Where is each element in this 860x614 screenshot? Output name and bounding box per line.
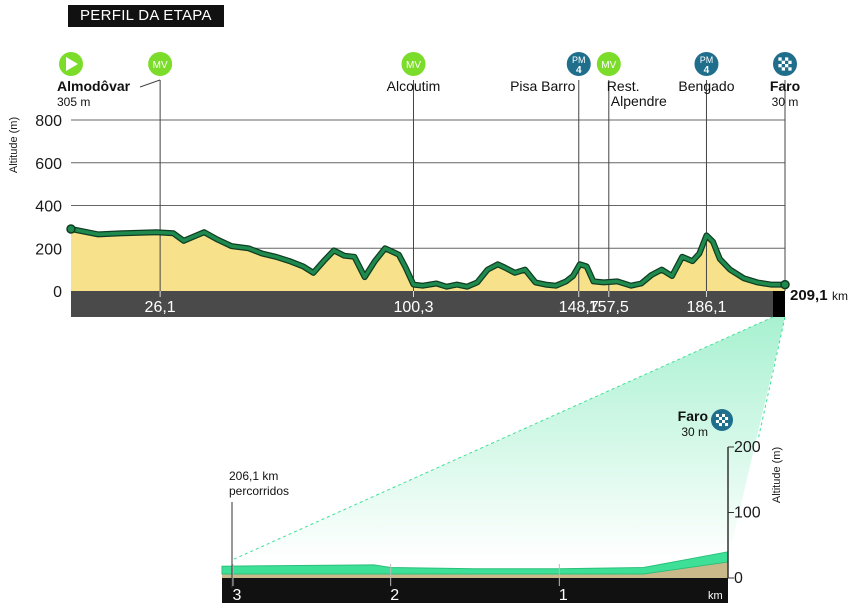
y-tick-label: 600 — [35, 156, 62, 173]
waypoint-name: Alpendre — [611, 93, 667, 109]
final-km-block — [773, 291, 785, 317]
waypoint-name: Almodôvar — [57, 78, 131, 94]
waypoint-name: Bengado — [678, 78, 734, 94]
zoom-y-axis-label: Altitude (m) — [771, 447, 783, 503]
y-tick-label: 400 — [35, 199, 62, 216]
zoom-note-line1: 206,1 km — [229, 469, 278, 483]
km-axis-band — [71, 291, 785, 317]
sprint-badge-label: MV — [406, 60, 421, 71]
x-tick-label: 157,5 — [589, 299, 629, 316]
kom-badge-category: 4 — [576, 65, 582, 76]
finish-flag-square — [778, 57, 782, 61]
finish-flag-square — [785, 64, 789, 68]
zoom-y-tick-label: 0 — [734, 570, 743, 587]
finish-flag-square — [788, 67, 792, 71]
sprint-badge-label: MV — [601, 60, 616, 71]
waypoint-name: Rest. — [607, 78, 640, 94]
zoom-y-tick-label: 200 — [734, 439, 761, 456]
sprint-badge — [148, 52, 173, 76]
zoom-wedge-edge — [231, 316, 774, 561]
zoom-km-unit: km — [708, 590, 723, 602]
finish-flag-square — [722, 413, 726, 417]
finish-flag-square — [715, 413, 719, 417]
waypoint-name: Alcoutim — [387, 78, 441, 94]
waypoint-altitude: 30 m — [772, 95, 799, 109]
kom-badge — [566, 52, 591, 76]
y-tick-label: 200 — [35, 241, 62, 258]
y-axis-label: Altitude (m) — [8, 117, 20, 173]
y-tick-label: 800 — [35, 113, 62, 130]
page-title: PERFIL DA ETAPA — [68, 5, 224, 27]
finish-flag-square — [781, 67, 785, 71]
profile-line — [70, 227, 785, 289]
finish-flag-square — [718, 423, 722, 427]
finish-flag-square — [781, 60, 785, 64]
sprint-badge-label: MV — [153, 60, 168, 71]
kom-badge-label: PM — [700, 55, 714, 65]
waypoint-name: Faro — [770, 78, 800, 94]
finish-flag-square — [722, 420, 726, 424]
zoom-x-tick-label: 1 — [559, 587, 568, 604]
kom-badge — [694, 52, 719, 76]
waypoint-altitude: 305 m — [57, 95, 90, 109]
sprint-badge — [401, 52, 426, 76]
start-leader-line — [139, 79, 161, 88]
finish-point — [780, 279, 790, 290]
x-tick-label: 186,1 — [686, 299, 726, 316]
kom-badge-label: PM — [572, 55, 586, 65]
finish-flag-square — [725, 416, 729, 420]
finish-flag-square — [785, 57, 789, 61]
x-tick-label: 100,3 — [393, 299, 433, 316]
zoom-note-line2: percorridos — [229, 484, 289, 498]
x-tick-label: 26,1 — [145, 299, 176, 316]
zoom-x-tick-label: 3 — [233, 587, 242, 604]
sprint-badge — [596, 52, 621, 76]
finish-flag-square — [788, 60, 792, 64]
finish-flag-square — [725, 423, 729, 427]
waypoint-name: Pisa Barro — [510, 78, 576, 94]
x-tick-label: 148,7 — [559, 299, 599, 316]
total-distance: 209,1 — [790, 287, 828, 304]
zoom-finish-name: Faro — [678, 408, 708, 424]
y-tick-label: 0 — [53, 284, 62, 301]
finish-flag-square — [718, 416, 722, 420]
start-point — [66, 224, 76, 234]
zoom-y-tick-label: 100 — [734, 505, 761, 522]
start-flag-arrow — [66, 57, 78, 71]
zoom-wedge-edge — [757, 316, 786, 441]
finish-flag-square — [715, 420, 719, 424]
zoom-finish-altitude: 30 m — [681, 425, 708, 439]
zoom-wedge — [232, 317, 785, 560]
zoom-x-tick-label: 2 — [390, 587, 399, 604]
zoom-km-axis-band — [222, 578, 728, 603]
kom-badge-category: 4 — [704, 65, 710, 76]
finish-flag-square — [778, 64, 782, 68]
total-distance-unit: km — [832, 289, 848, 303]
profile-area — [71, 229, 785, 291]
